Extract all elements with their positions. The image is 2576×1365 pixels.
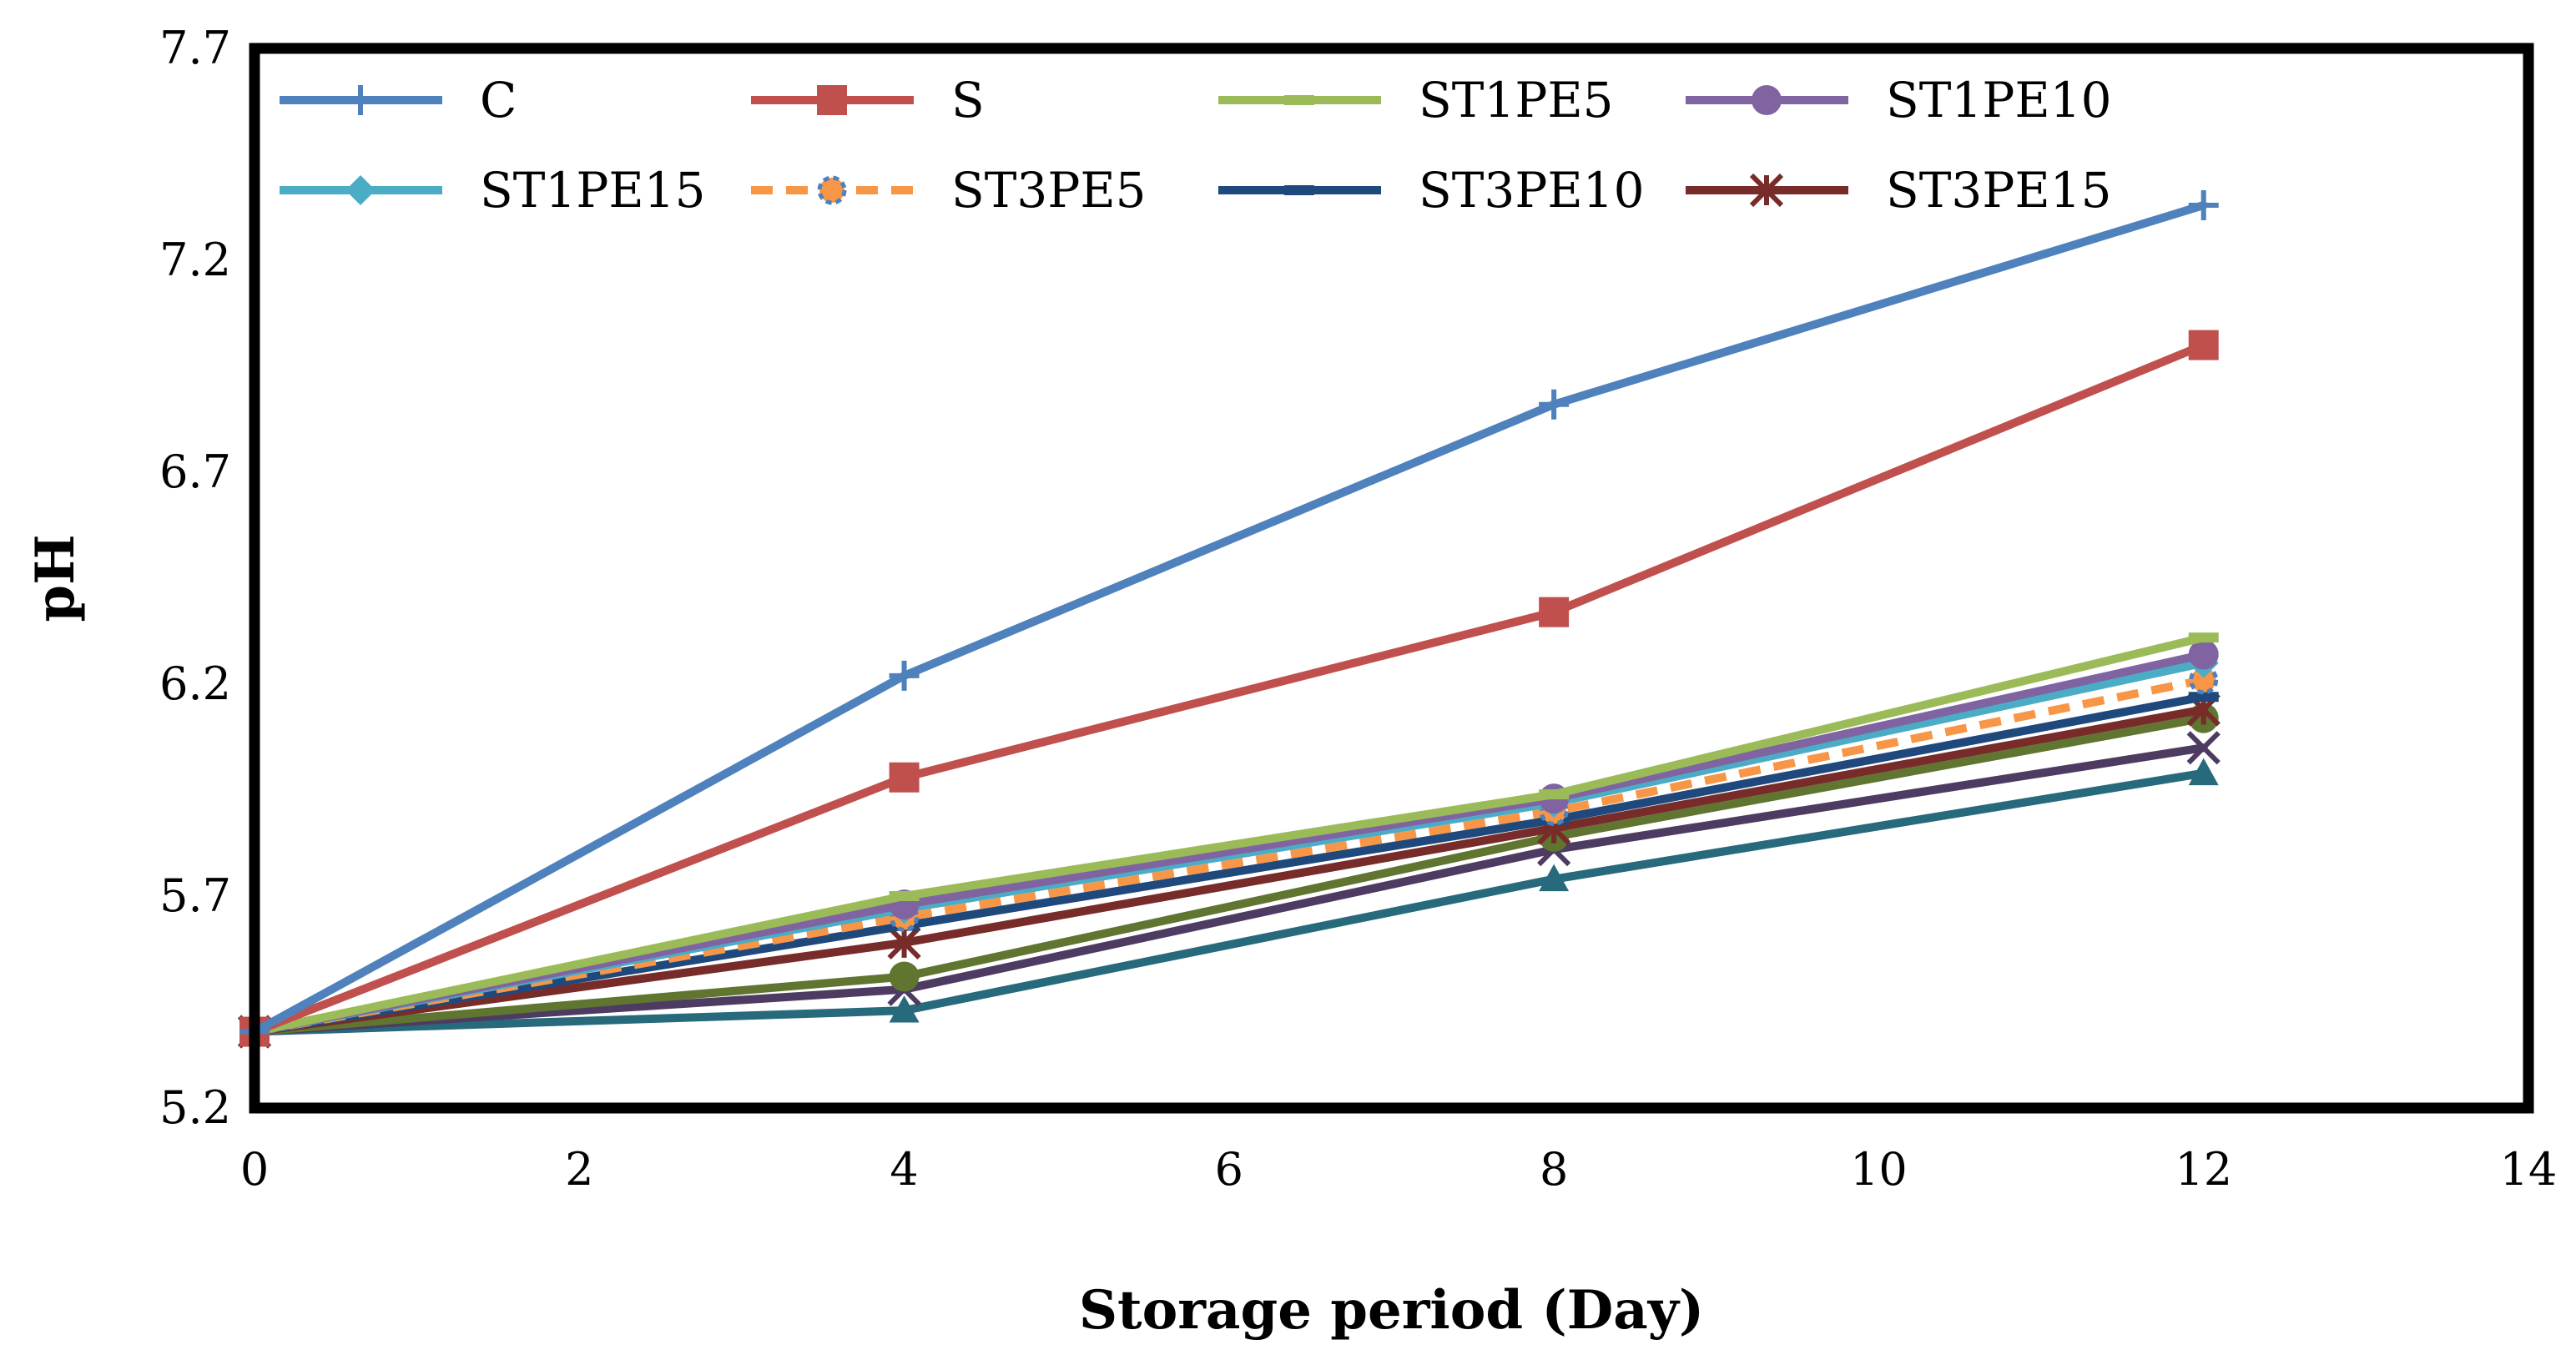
y-tick-label: 7.2 bbox=[159, 234, 231, 286]
series-unlabeled bbox=[237, 731, 2221, 1049]
y-tick-label: 6.2 bbox=[159, 657, 231, 710]
legend-entry: C bbox=[280, 72, 517, 128]
data-point bbox=[2189, 665, 2219, 695]
data-point bbox=[889, 762, 920, 793]
x-tick-label: 10 bbox=[1850, 1143, 1908, 1196]
legend-label: S bbox=[951, 72, 985, 128]
series-line bbox=[250, 633, 2208, 1036]
series-line bbox=[250, 713, 2208, 1036]
legend-marker bbox=[1749, 173, 1784, 208]
data-point bbox=[2188, 632, 2219, 643]
data-point bbox=[1539, 864, 1570, 892]
x-tick-label: 2 bbox=[565, 1143, 593, 1196]
series-line bbox=[250, 743, 2208, 1036]
data-point bbox=[1539, 789, 1570, 800]
plot-lines bbox=[237, 189, 2221, 1049]
x-tick-label: 0 bbox=[240, 1143, 269, 1196]
data-point bbox=[2188, 330, 2219, 360]
data-point bbox=[1539, 389, 1570, 420]
data-point bbox=[2188, 758, 2219, 786]
x-tick-label: 4 bbox=[890, 1143, 918, 1196]
legend-label: ST1PE10 bbox=[1886, 72, 2112, 128]
data-point bbox=[2186, 731, 2221, 765]
legend-marker bbox=[345, 85, 376, 115]
y-tick-label: 6.7 bbox=[159, 446, 231, 498]
legend-entry: ST1PE5 bbox=[1218, 72, 1614, 128]
legend-marker bbox=[1284, 185, 1314, 195]
legend-marker bbox=[817, 175, 847, 205]
legend-entry: S bbox=[751, 72, 985, 128]
legend-entry: ST1PE15 bbox=[280, 162, 706, 219]
axis-ticks: 5.2 5.7 6.2 6.7 7.2 7.7 0 2 4 6 8 10 12 14 bbox=[159, 22, 2557, 1196]
data-point bbox=[2188, 692, 2219, 703]
data-point bbox=[887, 925, 921, 960]
series-line bbox=[250, 200, 2208, 1036]
data-point bbox=[2188, 639, 2219, 670]
data-point bbox=[889, 961, 920, 992]
series-c bbox=[239, 189, 2219, 1047]
x-tick-label: 6 bbox=[1215, 1143, 1243, 1196]
legend-label: ST3PE10 bbox=[1419, 162, 1645, 219]
series-unlabeled bbox=[239, 758, 2219, 1044]
x-tick-label: 12 bbox=[2175, 1143, 2232, 1196]
data-point bbox=[889, 660, 920, 691]
legend-label: C bbox=[480, 72, 517, 128]
plot-frame bbox=[249, 43, 2534, 1114]
y-axis-title: pH bbox=[24, 534, 87, 622]
legend-marker bbox=[1752, 85, 1782, 115]
y-tick-label: 5.7 bbox=[159, 869, 231, 922]
legend-entry: ST1PE10 bbox=[1686, 72, 2112, 128]
series-line bbox=[250, 705, 2208, 1036]
legend-entry: ST3PE5 bbox=[751, 162, 1147, 219]
legend-marker bbox=[1284, 95, 1314, 105]
legend-label: ST1PE5 bbox=[1419, 72, 1614, 128]
legend-marker bbox=[817, 85, 847, 115]
data-point bbox=[1539, 597, 1570, 627]
series-line bbox=[250, 768, 2208, 1036]
y-tick-label: 5.2 bbox=[159, 1081, 231, 1134]
legend-entry: ST3PE10 bbox=[1218, 162, 1645, 219]
legend-label: ST3PE5 bbox=[951, 162, 1147, 219]
legend-label: ST1PE15 bbox=[480, 162, 706, 219]
data-point bbox=[2188, 189, 2219, 220]
x-tick-label: 14 bbox=[2500, 1143, 2558, 1196]
y-tick-label: 7.7 bbox=[159, 22, 231, 74]
legend-entry: ST3PE15 bbox=[1686, 162, 2112, 219]
data-point bbox=[889, 995, 920, 1023]
legend-label: ST3PE15 bbox=[1886, 162, 2112, 219]
data-point bbox=[889, 891, 920, 901]
series-s bbox=[239, 330, 2219, 1047]
legend: C S ST1PE5 ST1PE10 ST1PE15 ST3PE5 ST3PE10 ST3PE… bbox=[280, 72, 2112, 219]
series-line bbox=[250, 340, 2208, 1036]
x-tick-label: 8 bbox=[1540, 1143, 1568, 1196]
legend-marker bbox=[345, 175, 376, 205]
series-line bbox=[250, 693, 2208, 1036]
x-axis-title: Storage period (Day) bbox=[1079, 1279, 1704, 1342]
